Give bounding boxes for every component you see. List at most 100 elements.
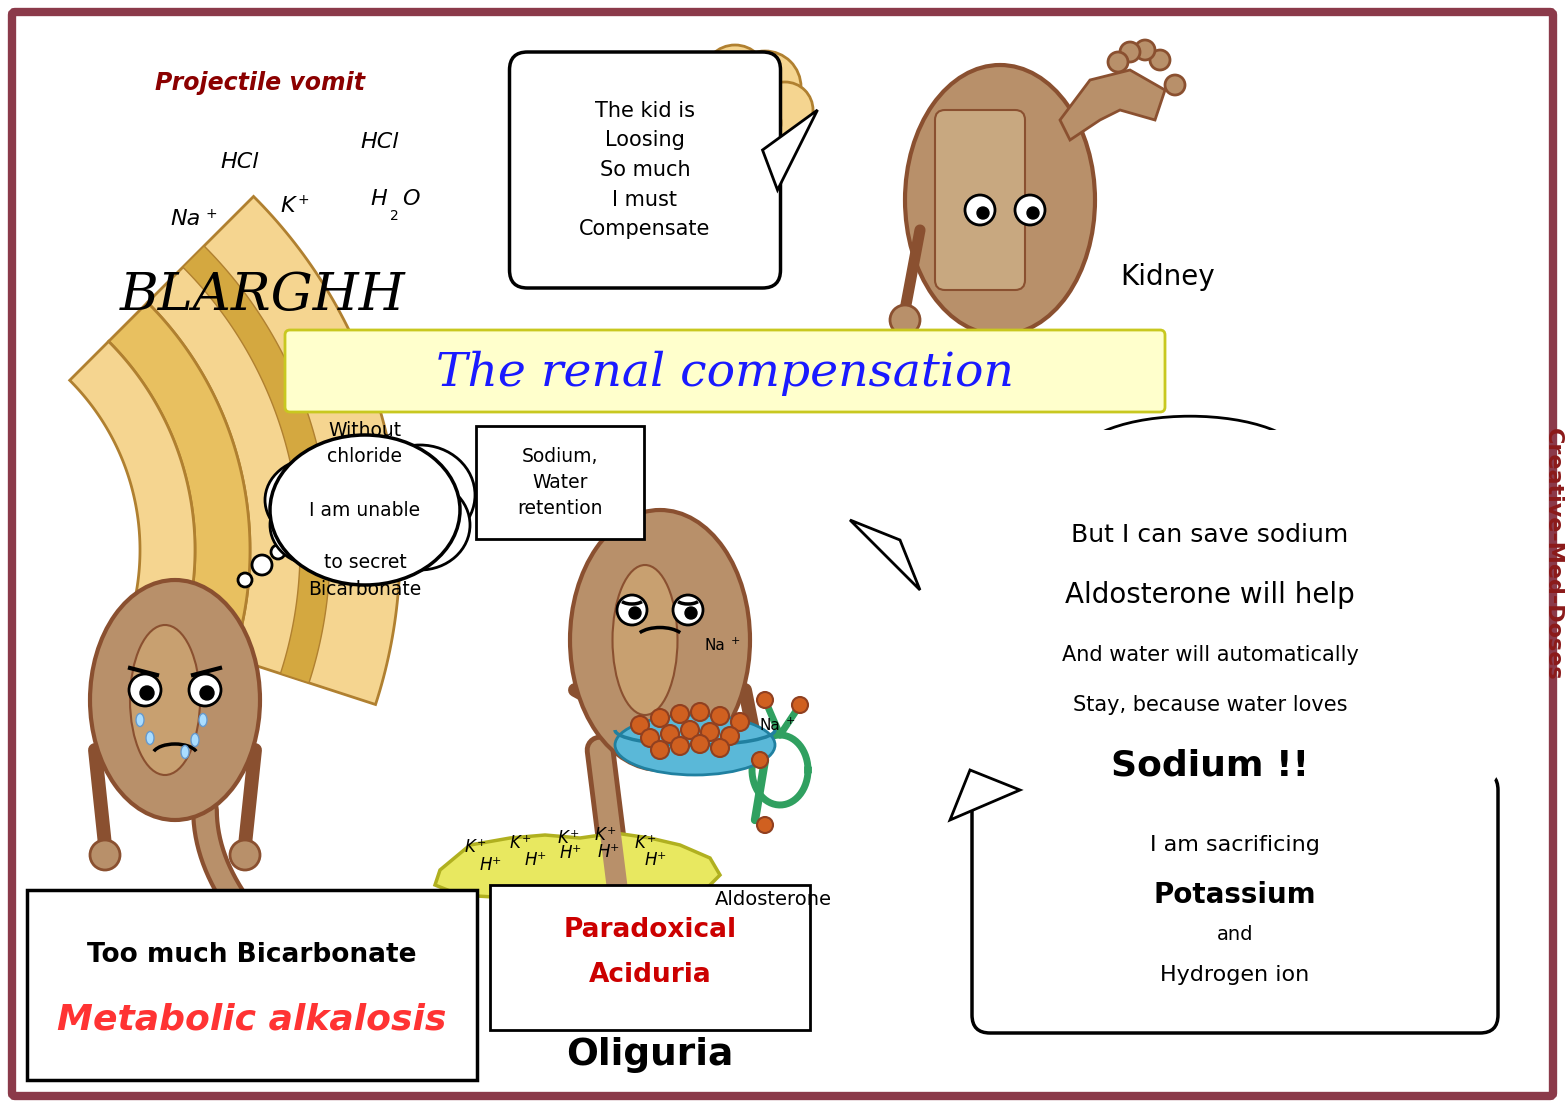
- Circle shape: [89, 840, 121, 869]
- Text: Sodium !!: Sodium !!: [1112, 747, 1309, 782]
- Circle shape: [1027, 207, 1040, 218]
- Circle shape: [729, 96, 781, 149]
- Polygon shape: [434, 833, 720, 903]
- Text: Potassium: Potassium: [1154, 881, 1316, 909]
- Circle shape: [673, 596, 702, 625]
- Circle shape: [691, 703, 709, 721]
- Circle shape: [731, 713, 750, 731]
- Text: K: K: [466, 838, 475, 856]
- Ellipse shape: [270, 485, 361, 564]
- Circle shape: [190, 674, 221, 706]
- Ellipse shape: [1077, 720, 1301, 804]
- Text: Too much Bicarbonate: Too much Bicarbonate: [88, 942, 417, 968]
- Text: O: O: [401, 189, 420, 208]
- Ellipse shape: [905, 65, 1094, 335]
- Ellipse shape: [315, 445, 416, 515]
- Circle shape: [630, 716, 649, 734]
- Circle shape: [201, 686, 213, 700]
- Text: Hydrogen ion: Hydrogen ion: [1160, 965, 1309, 985]
- Text: HCl: HCl: [220, 152, 259, 172]
- Circle shape: [701, 723, 720, 741]
- Text: Na: Na: [169, 208, 201, 228]
- Polygon shape: [108, 303, 249, 658]
- Text: +: +: [492, 856, 502, 866]
- Circle shape: [129, 674, 162, 706]
- Text: K: K: [558, 830, 569, 847]
- Text: Without
chloride

I am unable

to secret
Bicarbonate: Without chloride I am unable to secret B…: [309, 421, 422, 599]
- Circle shape: [1014, 195, 1044, 225]
- Circle shape: [662, 57, 739, 133]
- Text: The renal compensation: The renal compensation: [436, 350, 1014, 396]
- Ellipse shape: [146, 732, 154, 744]
- Circle shape: [616, 596, 648, 625]
- Circle shape: [1165, 75, 1185, 95]
- Circle shape: [651, 709, 670, 728]
- Circle shape: [685, 607, 698, 619]
- Text: +: +: [610, 843, 619, 853]
- Circle shape: [230, 840, 260, 869]
- Text: The kid is
Loosing
So much
I must
Compensate: The kid is Loosing So much I must Compen…: [579, 101, 710, 240]
- Circle shape: [681, 721, 699, 739]
- Text: H: H: [525, 851, 538, 869]
- Circle shape: [792, 696, 808, 713]
- Text: +: +: [205, 207, 218, 221]
- Text: +: +: [522, 834, 532, 844]
- Polygon shape: [183, 246, 329, 683]
- Text: H: H: [370, 189, 387, 208]
- Circle shape: [671, 705, 688, 723]
- Circle shape: [757, 82, 812, 138]
- Text: +: +: [571, 830, 579, 840]
- Text: H: H: [644, 851, 657, 869]
- Text: H: H: [560, 844, 572, 862]
- Polygon shape: [69, 342, 194, 641]
- FancyBboxPatch shape: [477, 426, 644, 539]
- Text: +: +: [298, 193, 309, 207]
- Text: Aldosterone will help: Aldosterone will help: [1065, 581, 1355, 609]
- Ellipse shape: [365, 445, 475, 545]
- Text: BLARGHH: BLARGHH: [121, 269, 406, 321]
- Text: K: K: [281, 196, 295, 216]
- Ellipse shape: [886, 468, 1046, 562]
- Text: But I can save sodium: But I can save sodium: [1071, 523, 1348, 547]
- Text: Sodium,
Water
retention: Sodium, Water retention: [517, 447, 602, 519]
- FancyBboxPatch shape: [13, 12, 1552, 1096]
- Ellipse shape: [1046, 525, 1334, 695]
- Ellipse shape: [265, 458, 365, 542]
- FancyBboxPatch shape: [489, 885, 811, 1030]
- Text: K: K: [635, 834, 646, 852]
- Text: I am sacrificing: I am sacrificing: [1149, 835, 1320, 855]
- Text: +: +: [657, 851, 666, 861]
- Text: +: +: [786, 716, 795, 726]
- Circle shape: [757, 817, 773, 833]
- Circle shape: [710, 739, 729, 757]
- Circle shape: [729, 51, 801, 123]
- Circle shape: [721, 728, 739, 745]
- Text: H: H: [597, 843, 610, 861]
- Ellipse shape: [191, 733, 199, 746]
- Ellipse shape: [615, 715, 775, 775]
- FancyBboxPatch shape: [972, 772, 1497, 1032]
- Text: H: H: [480, 856, 492, 874]
- Text: +: +: [572, 844, 582, 854]
- Text: Na: Na: [760, 718, 781, 733]
- Circle shape: [238, 573, 252, 587]
- FancyBboxPatch shape: [880, 430, 1501, 790]
- Ellipse shape: [613, 564, 677, 715]
- Circle shape: [140, 686, 154, 700]
- Ellipse shape: [1077, 416, 1301, 500]
- Ellipse shape: [895, 663, 1036, 746]
- Ellipse shape: [1334, 468, 1494, 562]
- Circle shape: [671, 737, 688, 755]
- Text: K: K: [510, 834, 521, 852]
- Text: Stay, because water loves: Stay, because water loves: [1073, 695, 1347, 715]
- Circle shape: [271, 545, 285, 559]
- Polygon shape: [762, 110, 817, 190]
- Text: Kidney: Kidney: [1120, 263, 1215, 291]
- Text: +: +: [536, 851, 546, 861]
- Text: Metabolic alkalosis: Metabolic alkalosis: [58, 1003, 447, 1037]
- Ellipse shape: [571, 510, 750, 770]
- Circle shape: [753, 752, 768, 769]
- Circle shape: [757, 692, 773, 708]
- Text: Paradoxical: Paradoxical: [563, 917, 737, 943]
- Text: K: K: [594, 826, 605, 844]
